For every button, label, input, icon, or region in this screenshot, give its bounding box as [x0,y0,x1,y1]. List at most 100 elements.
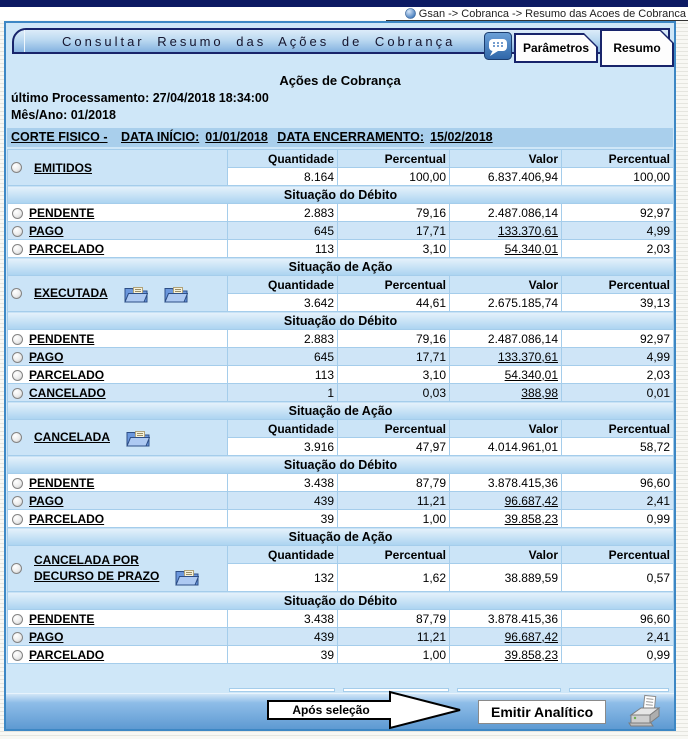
emitir-analitico-button[interactable]: Emitir Analítico [478,700,607,724]
valor-cell: 3.878.415,36 [449,473,562,492]
column-header-0: Quantidade [227,149,338,168]
row-radio-cancelado[interactable] [12,387,23,399]
last-processing-label: último Processamento: [11,91,150,105]
corte-fisico-link[interactable]: CORTE FISICO - [11,130,108,144]
valor-cell: 6.837.406,94 [449,167,562,186]
action-radio-emitidos[interactable] [11,162,22,173]
row-link-pendente[interactable]: PENDENTE [29,611,95,626]
row-radio-parcelado[interactable] [12,243,23,255]
situacao-de-acao-band: Situação de Ação [7,401,674,420]
valor-link[interactable]: 54.340,01 [504,367,558,382]
row-link-pago[interactable]: PAGO [29,493,64,508]
action-link-emitidos[interactable]: EMITIDOS [34,160,93,175]
valor-link[interactable]: 96.687,42 [504,629,558,644]
row-link-pendente[interactable]: PENDENTE [29,331,95,346]
folder-icon[interactable] [126,429,151,447]
row-link-parcelado[interactable]: PARCELADO [29,241,105,256]
percentual-cell: 17,71 [337,221,450,240]
quantidade-cell: 439 [227,491,338,510]
row-label-cell: CANCELADO [7,383,228,402]
row-radio-pendente[interactable] [12,477,23,489]
row-link-pago[interactable]: PAGO [29,349,64,364]
tab-parametros[interactable]: Parâmetros [514,33,598,63]
row-radio-pago[interactable] [12,351,23,363]
quantidade-cell: 439 [227,627,338,646]
action-link-decurso-de-prazo[interactable]: DECURSO DE PRAZO [34,568,160,583]
row-label-cell: PARCELADO [7,509,228,528]
percentual-cell: 87,79 [337,473,450,492]
table-row-executada-pago: PAGO 645 17,71 133.370,61 4,99 [7,347,674,366]
percentual-cell: 17,71 [337,347,450,366]
row-radio-parcelado[interactable] [12,513,23,525]
table-row-cancelada-parcelado: PARCELADO 39 1,00 39.858,23 0,99 [7,509,674,528]
action-link-cancelada-por[interactable]: CANCELADA POR [34,552,139,567]
tab-parametros-label: Parâmetros [522,41,590,55]
row-link-cancelado[interactable]: CANCELADO [29,385,106,400]
quantidade-cell: 8.164 [227,167,338,186]
data-inicio-value: 01/01/2018 [205,130,268,144]
action-link-executada[interactable]: EXECUTADA [34,285,108,300]
quantidade-cell: 1 [227,383,338,402]
printer-icon[interactable] [624,694,666,730]
corte-fisico-band: CORTE FISICO - DATA INÍCIO: 01/01/2018 DA… [7,128,673,147]
row-radio-pago[interactable] [12,225,23,237]
percentual-cell: 11,21 [337,627,450,646]
row-radio-parcelado[interactable] [12,369,23,381]
percentual-cell: 47,97 [337,437,450,456]
row-radio-pendente[interactable] [12,207,23,219]
valor-cell: 39.858,23 [449,645,562,664]
column-header-1: Percentual [337,419,450,438]
action-link-cancelada[interactable]: CANCELADA [34,429,110,444]
row-link-pago[interactable]: PAGO [29,629,64,644]
row-label-cell: PENDENTE [7,329,228,348]
folder-icon[interactable] [164,285,189,303]
valor-cell: 38.889,59 [449,563,562,592]
valor-percentual-cell: 39,13 [561,293,674,312]
percentual-cell: 79,16 [337,203,450,222]
folder-icon[interactable] [175,568,200,586]
column-header-2: Valor [449,545,562,564]
quantidade-cell: 2.883 [227,329,338,348]
action-radio-executada[interactable] [11,288,22,299]
row-label-cell: PAGO [7,221,228,240]
action-radio-cancelada-por[interactable] [11,563,22,574]
folder-icon[interactable] [124,285,149,303]
situacao-do-debito-band: Situação do Débito [7,455,674,474]
row-link-parcelado[interactable]: PARCELADO [29,367,105,382]
valor-cell: 4.014.961,01 [449,437,562,456]
valor-link[interactable]: 54.340,01 [504,241,558,256]
valor-link[interactable]: 388,98 [521,385,558,400]
quantidade-cell: 645 [227,347,338,366]
last-processing-value: 27/04/2018 18:34:00 [152,91,269,105]
valor-link[interactable]: 39.858,23 [504,511,558,526]
month-year-line: Mês/Ano: 01/2018 [11,108,673,122]
valor-link[interactable]: 39.858,23 [504,647,558,662]
row-link-pago[interactable]: PAGO [29,223,64,238]
chat-bubble-icon[interactable] [484,32,512,60]
valor-percentual-cell: 4,99 [561,347,674,366]
valor-percentual-cell: 92,97 [561,203,674,222]
row-radio-pendente[interactable] [12,613,23,625]
valor-cell: 39.858,23 [449,509,562,528]
action-radio-cancelada[interactable] [11,432,22,443]
row-link-pendente[interactable]: PENDENTE [29,475,95,490]
valor-percentual-cell: 2,03 [561,365,674,384]
row-radio-pago[interactable] [12,631,23,643]
valor-link[interactable]: 133.370,61 [497,223,558,238]
block-arrow-icon [267,690,461,730]
valor-cell: 54.340,01 [449,239,562,258]
valor-cell: 2.487.086,14 [449,203,562,222]
row-link-parcelado[interactable]: PARCELADO [29,511,105,526]
row-radio-parcelado[interactable] [12,649,23,661]
valor-cell: 133.370,61 [449,347,562,366]
row-radio-pendente[interactable] [12,333,23,345]
valor-link[interactable]: 96.687,42 [504,493,558,508]
quantidade-cell: 3.438 [227,609,338,628]
tab-resumo[interactable]: Resumo [600,29,674,67]
row-radio-pago[interactable] [12,495,23,507]
row-link-pendente[interactable]: PENDENTE [29,205,95,220]
quantidade-cell: 645 [227,221,338,240]
valor-link[interactable]: 133.370,61 [497,349,558,364]
percentual-cell: 100,00 [337,167,450,186]
row-link-parcelado[interactable]: PARCELADO [29,647,105,662]
